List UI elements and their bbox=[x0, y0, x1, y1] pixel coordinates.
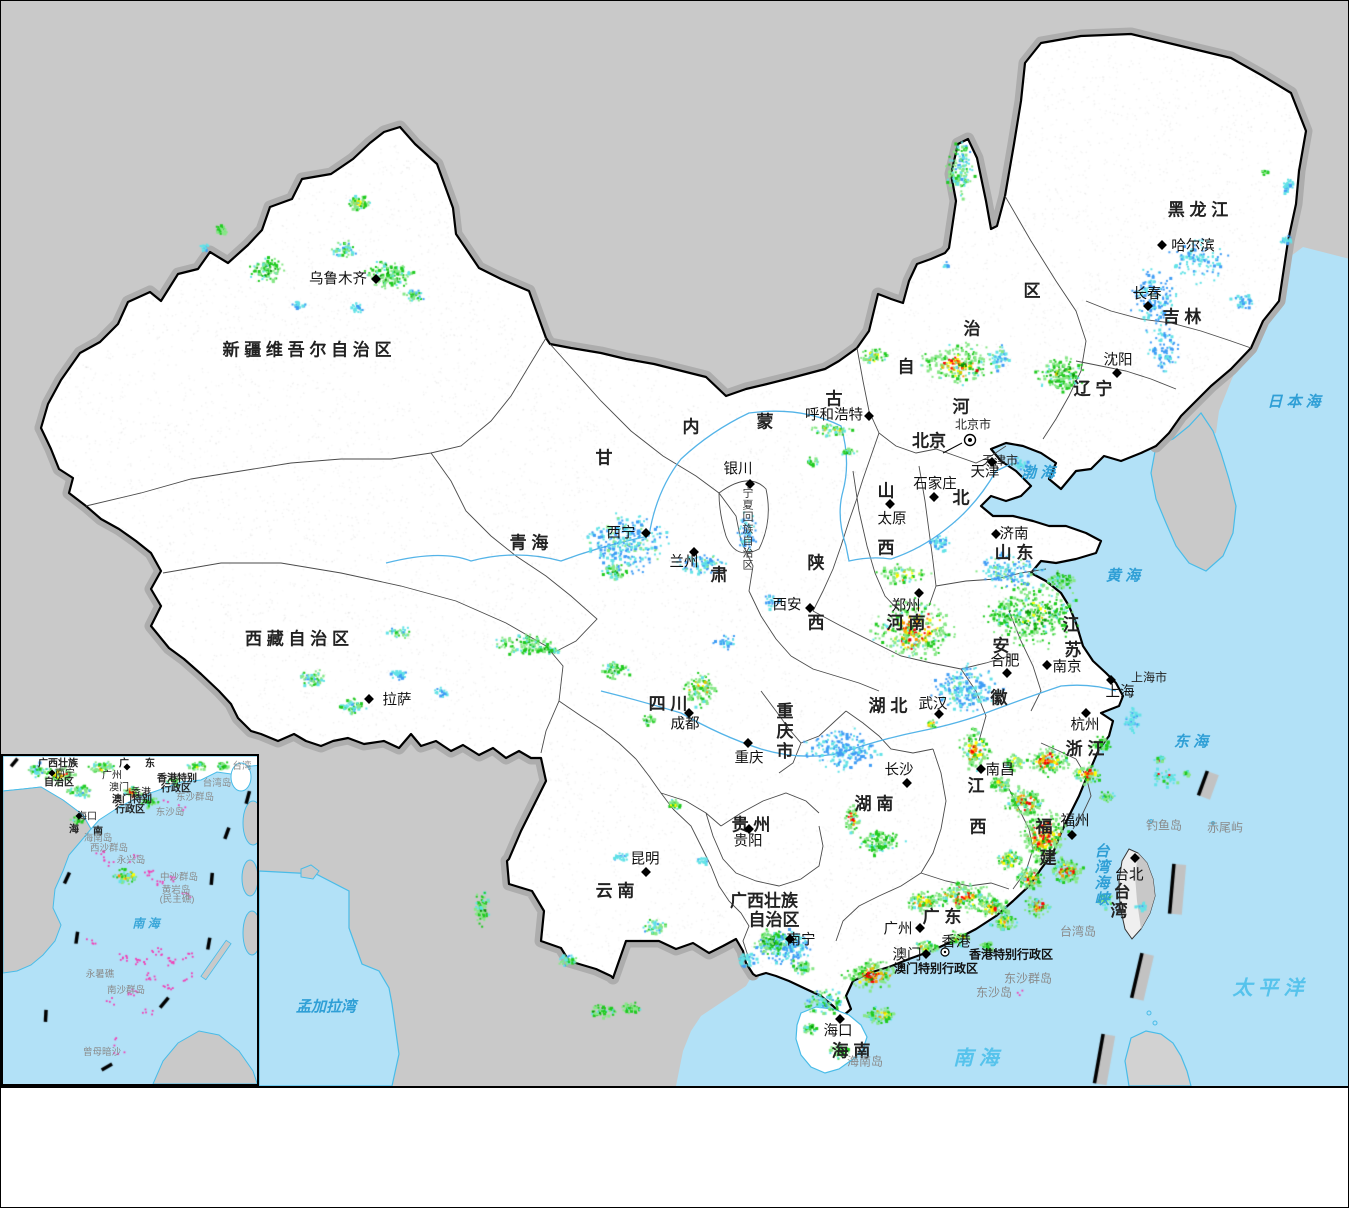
radar-echo-layer bbox=[1, 1, 1348, 1086]
legend-panel: 全国雷达拼图 [2025-09-10 20:24:00] [ 组合反射率 ] d… bbox=[1, 1088, 1348, 1207]
china-radar-map: 黑 龙 江吉 林辽 宁内蒙古自治区新 疆 维 吾 尔 自 治 区西 藏 自 治 … bbox=[1, 1, 1348, 1088]
